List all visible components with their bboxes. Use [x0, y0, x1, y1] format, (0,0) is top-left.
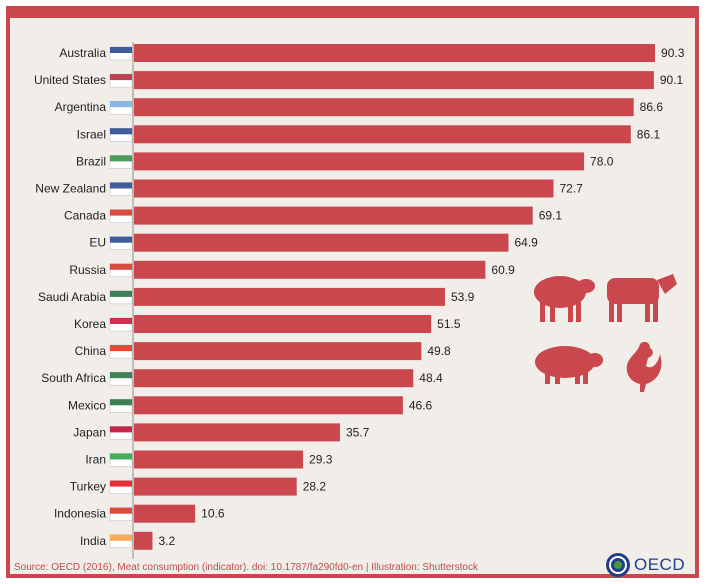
bar-brazil	[134, 152, 585, 171]
flag-stripe-icon	[110, 128, 132, 135]
category-label: India	[80, 534, 106, 548]
flag-stripe-icon	[110, 453, 132, 460]
oecd-logo[interactable]: OECD	[604, 551, 685, 579]
flag-stripe-icon	[110, 399, 132, 406]
bar-argentina	[134, 98, 634, 117]
category-label: Indonesia	[54, 507, 106, 521]
bar-new-zealand	[134, 179, 554, 198]
category-label: Canada	[64, 209, 106, 223]
category-label: South Africa	[41, 371, 106, 385]
flag-stripe-icon	[110, 101, 132, 108]
flag-stripe-icon	[110, 236, 132, 243]
oecd-brand-text: OECD	[634, 555, 686, 574]
value-label: 72.7	[559, 182, 583, 196]
sheep-icon	[534, 276, 595, 322]
value-label: 35.7	[346, 425, 370, 439]
value-label: 78.0	[590, 154, 614, 168]
value-label: 86.1	[637, 127, 661, 141]
flag-stripe-icon	[110, 290, 132, 297]
flag-stripe-icon	[110, 318, 132, 324]
flag-stripe-icon	[110, 182, 132, 189]
pig-icon	[535, 346, 603, 384]
category-label: Russia	[69, 263, 106, 277]
cow-icon	[607, 274, 677, 322]
flag-stripe-icon	[110, 74, 132, 81]
bar-indonesia	[134, 504, 196, 523]
bar-mexico	[134, 396, 403, 415]
flag-stripe-icon	[110, 426, 132, 433]
bar-japan	[134, 423, 340, 442]
value-label: 28.2	[303, 480, 327, 494]
source-note: Source: OECD (2016), Meat consumption (i…	[14, 562, 478, 573]
oecd-logo-icon	[606, 553, 630, 577]
category-label: Turkey	[70, 480, 106, 494]
category-label: Australia	[59, 46, 106, 60]
flag-stripe-icon	[110, 372, 132, 379]
value-label: 90.3	[661, 46, 685, 60]
value-label: 29.3	[309, 453, 333, 467]
value-label: 53.9	[451, 290, 475, 304]
category-label: Japan	[73, 425, 106, 439]
bar-china	[134, 342, 422, 361]
flag-stripe-icon	[110, 263, 132, 270]
value-label: 90.1	[660, 73, 684, 87]
bar-saudi-arabia	[134, 287, 446, 306]
bar-eu	[134, 233, 509, 252]
category-label: EU	[89, 236, 106, 250]
category-label: New Zealand	[35, 182, 106, 196]
flag-stripe-icon	[110, 480, 132, 487]
bar-turkey	[134, 477, 297, 496]
value-label: 49.8	[427, 344, 451, 358]
value-label: 46.6	[409, 398, 433, 412]
category-label: United States	[34, 73, 106, 87]
value-label: 86.6	[640, 100, 664, 114]
value-label: 69.1	[539, 209, 563, 223]
bar-israel	[134, 125, 631, 144]
value-label: 3.2	[158, 534, 175, 548]
category-label: Korea	[74, 317, 106, 331]
bar-australia	[134, 44, 656, 62]
category-label: China	[75, 344, 107, 358]
value-label: 10.6	[201, 507, 225, 521]
value-label: 60.9	[491, 263, 515, 277]
value-label: 48.4	[419, 371, 443, 385]
flag-stripe-icon	[110, 155, 132, 162]
bar-russia	[134, 260, 486, 279]
bar-korea	[134, 315, 432, 333]
category-label: Brazil	[76, 154, 106, 168]
flag-stripe-icon	[110, 345, 132, 352]
value-label: 51.5	[437, 317, 461, 331]
bar-india	[134, 531, 153, 550]
category-label: Mexico	[68, 398, 106, 412]
bar-iran	[134, 450, 304, 469]
category-label: Saudi Arabia	[38, 290, 106, 304]
category-label: Iran	[85, 453, 106, 467]
flag-stripe-icon	[110, 47, 132, 53]
value-label: 64.9	[514, 236, 538, 250]
bar-south-africa	[134, 369, 414, 388]
flag-stripe-icon	[110, 507, 132, 514]
bar-united-states	[134, 71, 654, 90]
rooster-icon	[626, 341, 662, 392]
flag-stripe-icon	[110, 534, 132, 541]
bar-canada	[134, 206, 533, 225]
category-label: Argentina	[55, 100, 107, 114]
flag-stripe-icon	[110, 209, 132, 216]
category-label: Israel	[77, 127, 106, 141]
